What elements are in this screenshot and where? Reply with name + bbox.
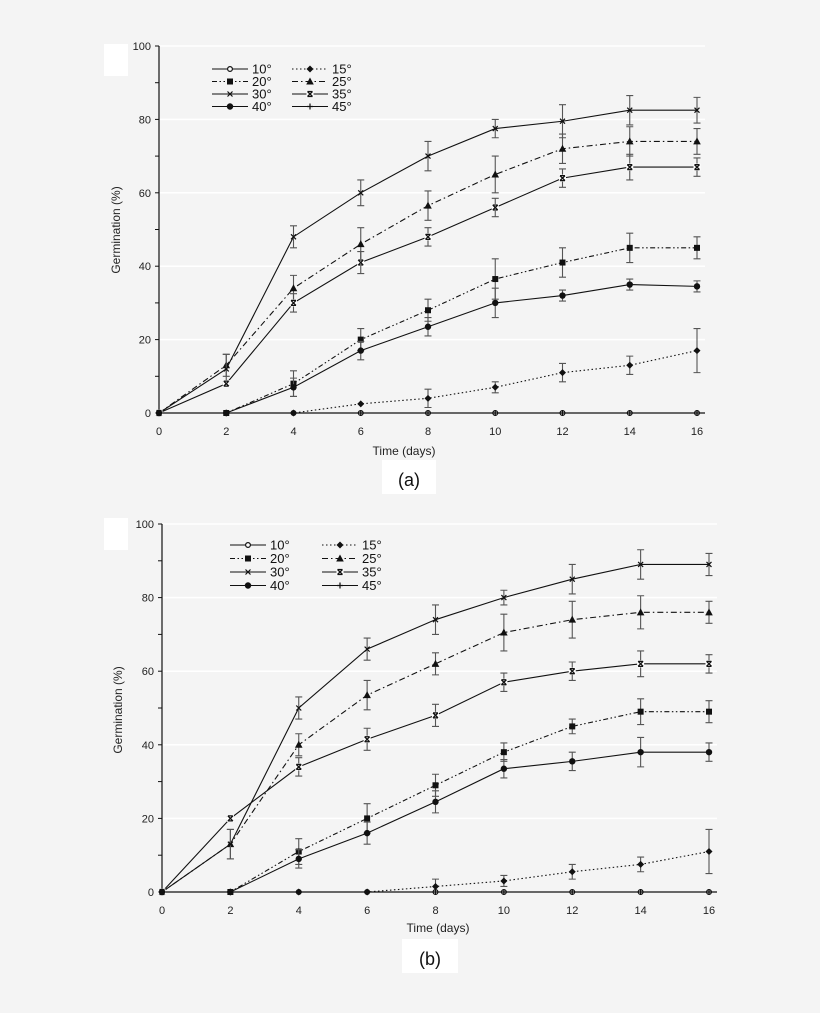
y-tick-label: 80 <box>142 593 154 605</box>
legend-label: 30° <box>270 565 290 580</box>
panel-label-bg <box>382 460 436 494</box>
gridlines <box>163 523 717 820</box>
legend-label: 20° <box>270 551 290 566</box>
legend-item: 10° <box>212 62 272 77</box>
series-30deg <box>159 549 713 895</box>
legend-item: 45° <box>292 99 352 114</box>
white-patch <box>104 44 128 76</box>
panel-label-bg <box>402 939 458 973</box>
legend: 10° 15° 20° 25° 30° 35° 40° 45° <box>230 538 382 593</box>
legend-label: 25° <box>332 74 352 89</box>
chart-panel-a: 0 20 40 60 80 100 0 2 4 6 8 10 12 14 16 10° 15° 20° 25° 30… <box>104 41 705 494</box>
chart-panel-b: 0 20 40 60 80 100 0 2 4 6 8 10 12 14 16 10° 15° 20° 25° 30… <box>104 518 717 973</box>
y-tick-label: 100 <box>136 519 154 531</box>
legend-label: 40° <box>270 578 290 593</box>
x-tick-label: 8 <box>432 905 438 917</box>
y-tick-label: 0 <box>145 408 151 420</box>
y-tick-label: 60 <box>142 666 154 678</box>
legend-item: 40° <box>230 578 290 593</box>
x-tick-label: 2 <box>227 905 233 917</box>
data-series <box>155 94 701 417</box>
legend-label: 35° <box>332 87 352 102</box>
series-20deg <box>159 698 713 895</box>
y-tick-label: 100 <box>133 41 151 53</box>
series-15deg <box>155 328 701 417</box>
legend-item: 20° <box>230 551 290 566</box>
legend-label: 15° <box>362 538 382 553</box>
legend-label: 25° <box>362 551 382 566</box>
y-tick-label: 0 <box>148 887 154 899</box>
legend: 10° 15° 20° 25° 30° 35° 40° 45° <box>212 62 352 114</box>
y-axis-title: Germination (%) <box>109 186 123 273</box>
legend-item: 30° <box>212 87 272 102</box>
legend-item: 10° <box>230 538 290 553</box>
legend-item: 35° <box>292 87 352 102</box>
x-tick-label: 0 <box>156 426 162 438</box>
x-tick-label: 10 <box>498 905 510 917</box>
x-tick-label: 16 <box>691 426 703 438</box>
x-tick-label: 2 <box>223 426 229 438</box>
series-45deg <box>156 410 700 416</box>
legend-label: 20° <box>252 74 272 89</box>
legend-label: 45° <box>362 578 382 593</box>
x-tick-label: 16 <box>703 905 715 917</box>
x-axis-title: Time (days) <box>373 444 436 458</box>
y-axis-title: Germination (%) <box>111 666 125 753</box>
series-40deg <box>155 278 701 417</box>
legend-label: 10° <box>270 538 290 553</box>
legend-item: 25° <box>292 74 352 89</box>
x-tick-label: 6 <box>364 905 370 917</box>
legend-label: 35° <box>362 565 382 580</box>
y-tick-label: 20 <box>142 813 154 825</box>
y-tick-label: 40 <box>142 740 154 752</box>
series-35deg <box>155 153 701 417</box>
series-35deg <box>158 650 713 896</box>
x-tick-label: 4 <box>290 426 296 438</box>
legend-label: 45° <box>332 99 352 114</box>
data-series <box>158 549 713 896</box>
x-tick-label: 10 <box>489 426 501 438</box>
y-tick-label: 20 <box>139 335 151 347</box>
x-tick-label: 12 <box>556 426 568 438</box>
x-tick-label: 4 <box>296 905 302 917</box>
y-tick-label: 80 <box>139 114 151 126</box>
x-axis-title: Time (days) <box>407 921 470 935</box>
y-tick-label: 60 <box>139 188 151 200</box>
legend-label: 40° <box>252 99 272 114</box>
legend-item: 15° <box>322 538 382 553</box>
legend-item: 25° <box>322 551 382 566</box>
legend-item: 35° <box>322 565 382 580</box>
legend-item: 20° <box>212 74 272 89</box>
legend-item: 15° <box>292 62 352 77</box>
y-tick-label: 40 <box>139 261 151 273</box>
x-tick-label: 14 <box>635 905 647 917</box>
gridlines <box>160 45 705 341</box>
legend-item: 45° <box>322 578 382 593</box>
x-tick-label: 6 <box>358 426 364 438</box>
white-patch <box>104 518 128 550</box>
legend-item: 30° <box>230 565 290 580</box>
x-tick-label: 12 <box>566 905 578 917</box>
panel-label-b: (b) <box>419 949 441 969</box>
axes: 0 20 40 60 80 100 0 2 4 6 8 10 12 14 16 <box>133 41 705 438</box>
legend-label: 15° <box>332 62 352 77</box>
x-tick-label: 0 <box>159 905 165 917</box>
x-tick-label: 14 <box>624 426 636 438</box>
panel-label-a: (a) <box>398 470 420 490</box>
legend-label: 30° <box>252 87 272 102</box>
x-tick-label: 8 <box>425 426 431 438</box>
legend-item: 40° <box>212 99 272 114</box>
series-45deg <box>159 889 712 895</box>
series-30deg <box>156 94 701 416</box>
series-40deg <box>158 736 713 896</box>
legend-label: 10° <box>252 62 272 77</box>
